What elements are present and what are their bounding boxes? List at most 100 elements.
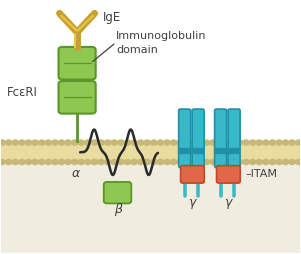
FancyBboxPatch shape — [181, 166, 204, 183]
Circle shape — [150, 139, 158, 146]
Circle shape — [110, 139, 118, 146]
Circle shape — [91, 139, 98, 146]
Circle shape — [104, 159, 112, 165]
Text: FcεRI: FcεRI — [7, 86, 38, 99]
Text: γ: γ — [225, 196, 232, 209]
Circle shape — [117, 139, 125, 146]
Circle shape — [84, 159, 92, 165]
Circle shape — [71, 139, 79, 146]
Circle shape — [31, 139, 39, 146]
Circle shape — [57, 159, 65, 165]
Circle shape — [209, 159, 217, 165]
Circle shape — [268, 139, 276, 146]
Circle shape — [38, 139, 46, 146]
Text: Immunoglobulin: Immunoglobulin — [116, 31, 206, 41]
Circle shape — [130, 139, 138, 146]
Circle shape — [97, 159, 105, 165]
Circle shape — [71, 159, 79, 165]
Circle shape — [64, 139, 72, 146]
Text: β: β — [113, 203, 122, 216]
FancyBboxPatch shape — [228, 109, 240, 168]
Circle shape — [18, 139, 26, 146]
Circle shape — [249, 139, 256, 146]
Circle shape — [229, 139, 237, 146]
Circle shape — [282, 159, 290, 165]
FancyBboxPatch shape — [179, 109, 191, 168]
Circle shape — [157, 159, 164, 165]
Circle shape — [288, 159, 296, 165]
Circle shape — [183, 159, 191, 165]
Circle shape — [203, 159, 210, 165]
Bar — [1, 141, 300, 163]
Text: –ITAM: –ITAM — [246, 169, 278, 179]
FancyBboxPatch shape — [104, 182, 131, 203]
Circle shape — [104, 139, 112, 146]
FancyBboxPatch shape — [215, 109, 227, 168]
FancyBboxPatch shape — [216, 166, 240, 183]
Circle shape — [110, 159, 118, 165]
Circle shape — [295, 139, 301, 146]
Circle shape — [11, 139, 19, 146]
Circle shape — [236, 159, 244, 165]
Circle shape — [196, 159, 204, 165]
Text: IgE: IgE — [103, 11, 121, 24]
Circle shape — [0, 159, 6, 165]
FancyBboxPatch shape — [192, 109, 204, 168]
Circle shape — [57, 139, 65, 146]
Circle shape — [170, 139, 178, 146]
Circle shape — [189, 159, 197, 165]
Circle shape — [91, 159, 98, 165]
Circle shape — [203, 139, 210, 146]
Bar — [1, 162, 300, 253]
Circle shape — [275, 139, 283, 146]
Circle shape — [229, 159, 237, 165]
Circle shape — [282, 139, 290, 146]
Circle shape — [5, 139, 13, 146]
Circle shape — [123, 139, 131, 146]
Circle shape — [11, 159, 19, 165]
Circle shape — [143, 139, 151, 146]
Circle shape — [77, 139, 85, 146]
FancyBboxPatch shape — [58, 47, 96, 80]
Circle shape — [222, 159, 230, 165]
Circle shape — [295, 159, 301, 165]
Circle shape — [176, 139, 184, 146]
Circle shape — [157, 139, 164, 146]
Circle shape — [216, 159, 224, 165]
Circle shape — [18, 159, 26, 165]
Text: α: α — [71, 167, 80, 180]
Circle shape — [236, 139, 244, 146]
Circle shape — [25, 139, 33, 146]
Circle shape — [209, 139, 217, 146]
Circle shape — [170, 159, 178, 165]
Circle shape — [262, 159, 270, 165]
Circle shape — [38, 159, 46, 165]
Circle shape — [143, 159, 151, 165]
Circle shape — [51, 159, 59, 165]
Circle shape — [176, 159, 184, 165]
Circle shape — [242, 139, 250, 146]
Circle shape — [183, 139, 191, 146]
Circle shape — [288, 139, 296, 146]
Circle shape — [64, 159, 72, 165]
Circle shape — [189, 139, 197, 146]
Circle shape — [163, 139, 171, 146]
Circle shape — [137, 159, 144, 165]
Circle shape — [45, 139, 52, 146]
Circle shape — [255, 159, 263, 165]
Circle shape — [163, 159, 171, 165]
Circle shape — [97, 139, 105, 146]
Circle shape — [196, 139, 204, 146]
Circle shape — [255, 139, 263, 146]
Circle shape — [268, 159, 276, 165]
Circle shape — [275, 159, 283, 165]
Circle shape — [123, 159, 131, 165]
Circle shape — [77, 159, 85, 165]
Circle shape — [242, 159, 250, 165]
Circle shape — [117, 159, 125, 165]
Text: domain: domain — [116, 45, 158, 55]
Circle shape — [262, 139, 270, 146]
Text: γ: γ — [188, 196, 196, 209]
Circle shape — [51, 139, 59, 146]
Circle shape — [150, 159, 158, 165]
